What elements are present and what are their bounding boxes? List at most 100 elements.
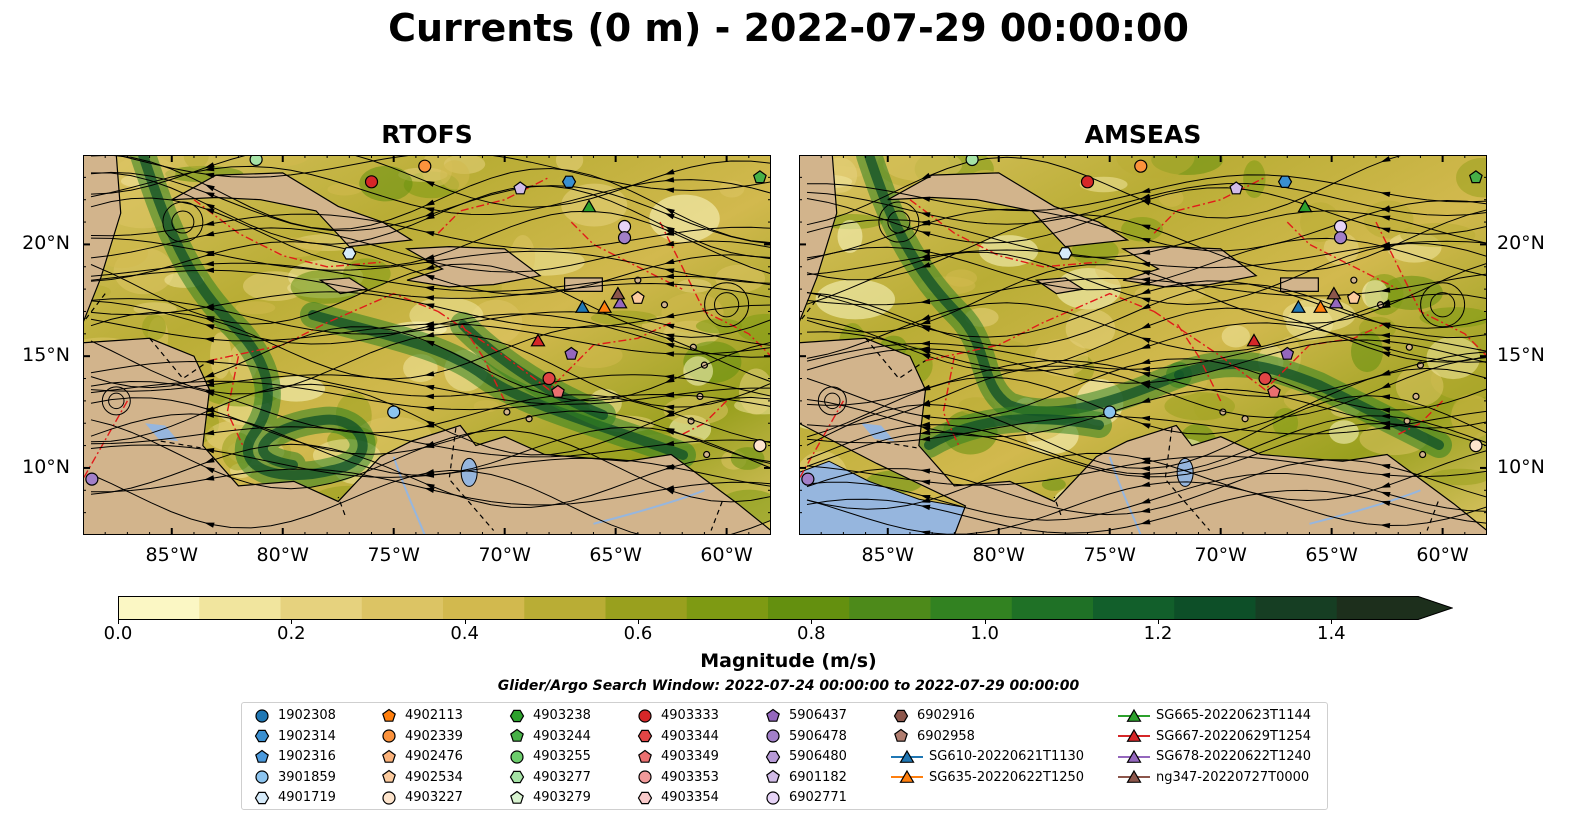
legend-circle-icon	[382, 729, 396, 743]
platform-marker	[965, 155, 979, 167]
platform-marker	[597, 299, 613, 313]
platform-marker	[617, 231, 632, 245]
legend-label: 4903279	[533, 790, 591, 805]
legend-item: 4903238	[507, 705, 591, 726]
legend-item: 4903344	[635, 726, 719, 747]
legend-triangle-icon	[1126, 728, 1142, 742]
legend-item: 4903353	[635, 767, 719, 788]
platform-marker	[1258, 371, 1272, 386]
legend-label: 4901719	[278, 790, 336, 805]
platform-marker	[1469, 438, 1483, 453]
legend-label: 4903227	[405, 790, 463, 805]
legend-label: 4903353	[661, 769, 719, 785]
map-amseas	[799, 155, 1487, 535]
legend-label: 4902476	[405, 749, 463, 764]
legend-marker-icon	[382, 708, 396, 722]
platform-marker	[1313, 299, 1329, 313]
lon-tick-label: 70°W	[478, 544, 531, 566]
streamline-arrows	[204, 155, 675, 528]
legend-pentagon-icon	[255, 749, 269, 763]
colorbar-segment	[443, 596, 525, 620]
platform-marker	[564, 346, 579, 360]
legend-item: 4902339	[379, 726, 463, 747]
legend-marker-icon	[891, 769, 923, 783]
platform-marker	[85, 472, 99, 486]
legend-triangle-icon	[1126, 708, 1142, 722]
legend-circle-icon	[766, 729, 780, 743]
legend-marker-icon	[638, 749, 652, 763]
platform-marker	[542, 371, 556, 386]
legend-hexagon-icon	[509, 709, 525, 722]
platform-marker	[1290, 299, 1306, 313]
legend-triangle-icon	[1126, 769, 1142, 783]
legend-circle-icon	[255, 770, 269, 784]
platform-marker	[1103, 405, 1117, 419]
legend-item: 4903349	[635, 746, 719, 767]
country-borders	[799, 293, 1439, 531]
colorbar-tick	[118, 620, 119, 624]
platform-marker	[1328, 295, 1344, 309]
legend-item: 5906478	[763, 726, 847, 747]
panel-title-rtofs: RTOFS	[381, 120, 473, 149]
lon-tick-label: 65°W	[589, 544, 642, 566]
legend-hexagon-icon	[254, 729, 270, 743]
platform-marker	[753, 438, 767, 453]
legend-item: 4902113	[379, 705, 463, 726]
platform-marker	[630, 290, 645, 304]
legend-label: SG635-20220622T1250	[929, 769, 1085, 785]
legend-item: 6902916	[891, 705, 975, 726]
legend-item: 6902958	[891, 726, 975, 747]
platform-marker	[387, 405, 401, 419]
legend-marker-icon	[894, 728, 908, 742]
legend-pentagon-icon	[510, 790, 524, 804]
legend-marker-icon	[255, 749, 269, 763]
legend-marker-icon	[766, 790, 780, 805]
legend-label: 6902916	[917, 708, 975, 723]
legend-item: ng347-20220727T0000	[1118, 767, 1309, 788]
legend-marker-icon	[509, 770, 525, 784]
legend-label: 6902771	[789, 790, 847, 805]
legend-circle-icon	[638, 708, 652, 723]
platform-marker	[364, 175, 379, 189]
legend-item: 4902476	[379, 746, 463, 767]
legend-item: SG665-20220623T1144	[1118, 705, 1311, 726]
legend-item: SG635-20220622T1250	[891, 767, 1084, 788]
legend-marker-icon	[765, 750, 781, 763]
legend-circle-icon	[510, 749, 524, 764]
platform-marker	[561, 175, 577, 189]
legend-label: 4903354	[661, 790, 719, 805]
legend-marker-icon	[255, 708, 269, 723]
lon-tick-label: 75°W	[1083, 544, 1136, 566]
panel-title-amseas: AMSEAS	[1084, 120, 1202, 149]
colorbar-tick-label: 0.0	[103, 623, 133, 644]
platform-marker	[1267, 384, 1281, 398]
legend-marker-icon	[509, 709, 525, 722]
eez-boundaries	[799, 176, 1487, 480]
platform-marker	[612, 295, 628, 309]
colorbar-tick	[811, 620, 813, 624]
colorbar-segment	[1336, 596, 1419, 620]
legend-label: 4903333	[661, 708, 719, 723]
legend-marker-icon	[255, 770, 269, 784]
legend-item: 1902316	[252, 746, 336, 767]
legend-label: 4902113	[405, 708, 463, 723]
legend-marker-icon	[382, 729, 396, 743]
platform-marker	[610, 286, 626, 300]
legend-label: 5906480	[789, 749, 847, 764]
platform-marker	[1468, 170, 1483, 184]
legend-item: 4901719	[252, 787, 336, 808]
platform-marker	[1277, 175, 1293, 189]
legend-marker-icon	[766, 729, 780, 743]
legend-marker-icon	[1118, 728, 1150, 742]
platform-marker	[574, 299, 590, 313]
colorbar-tick-label: 0.8	[797, 623, 826, 644]
lon-tick-label: 75°W	[367, 544, 420, 566]
legend-triangle-icon	[1126, 749, 1142, 763]
legend-label: 5906437	[789, 708, 847, 723]
legend-item: 4903277	[507, 767, 591, 788]
platform-marker	[1134, 159, 1148, 173]
legend-marker-icon	[893, 709, 909, 722]
lakes-rivers	[145, 423, 705, 535]
colorbar-tick-label: 1.4	[1317, 623, 1346, 644]
legend-pentagon-icon	[766, 708, 780, 722]
